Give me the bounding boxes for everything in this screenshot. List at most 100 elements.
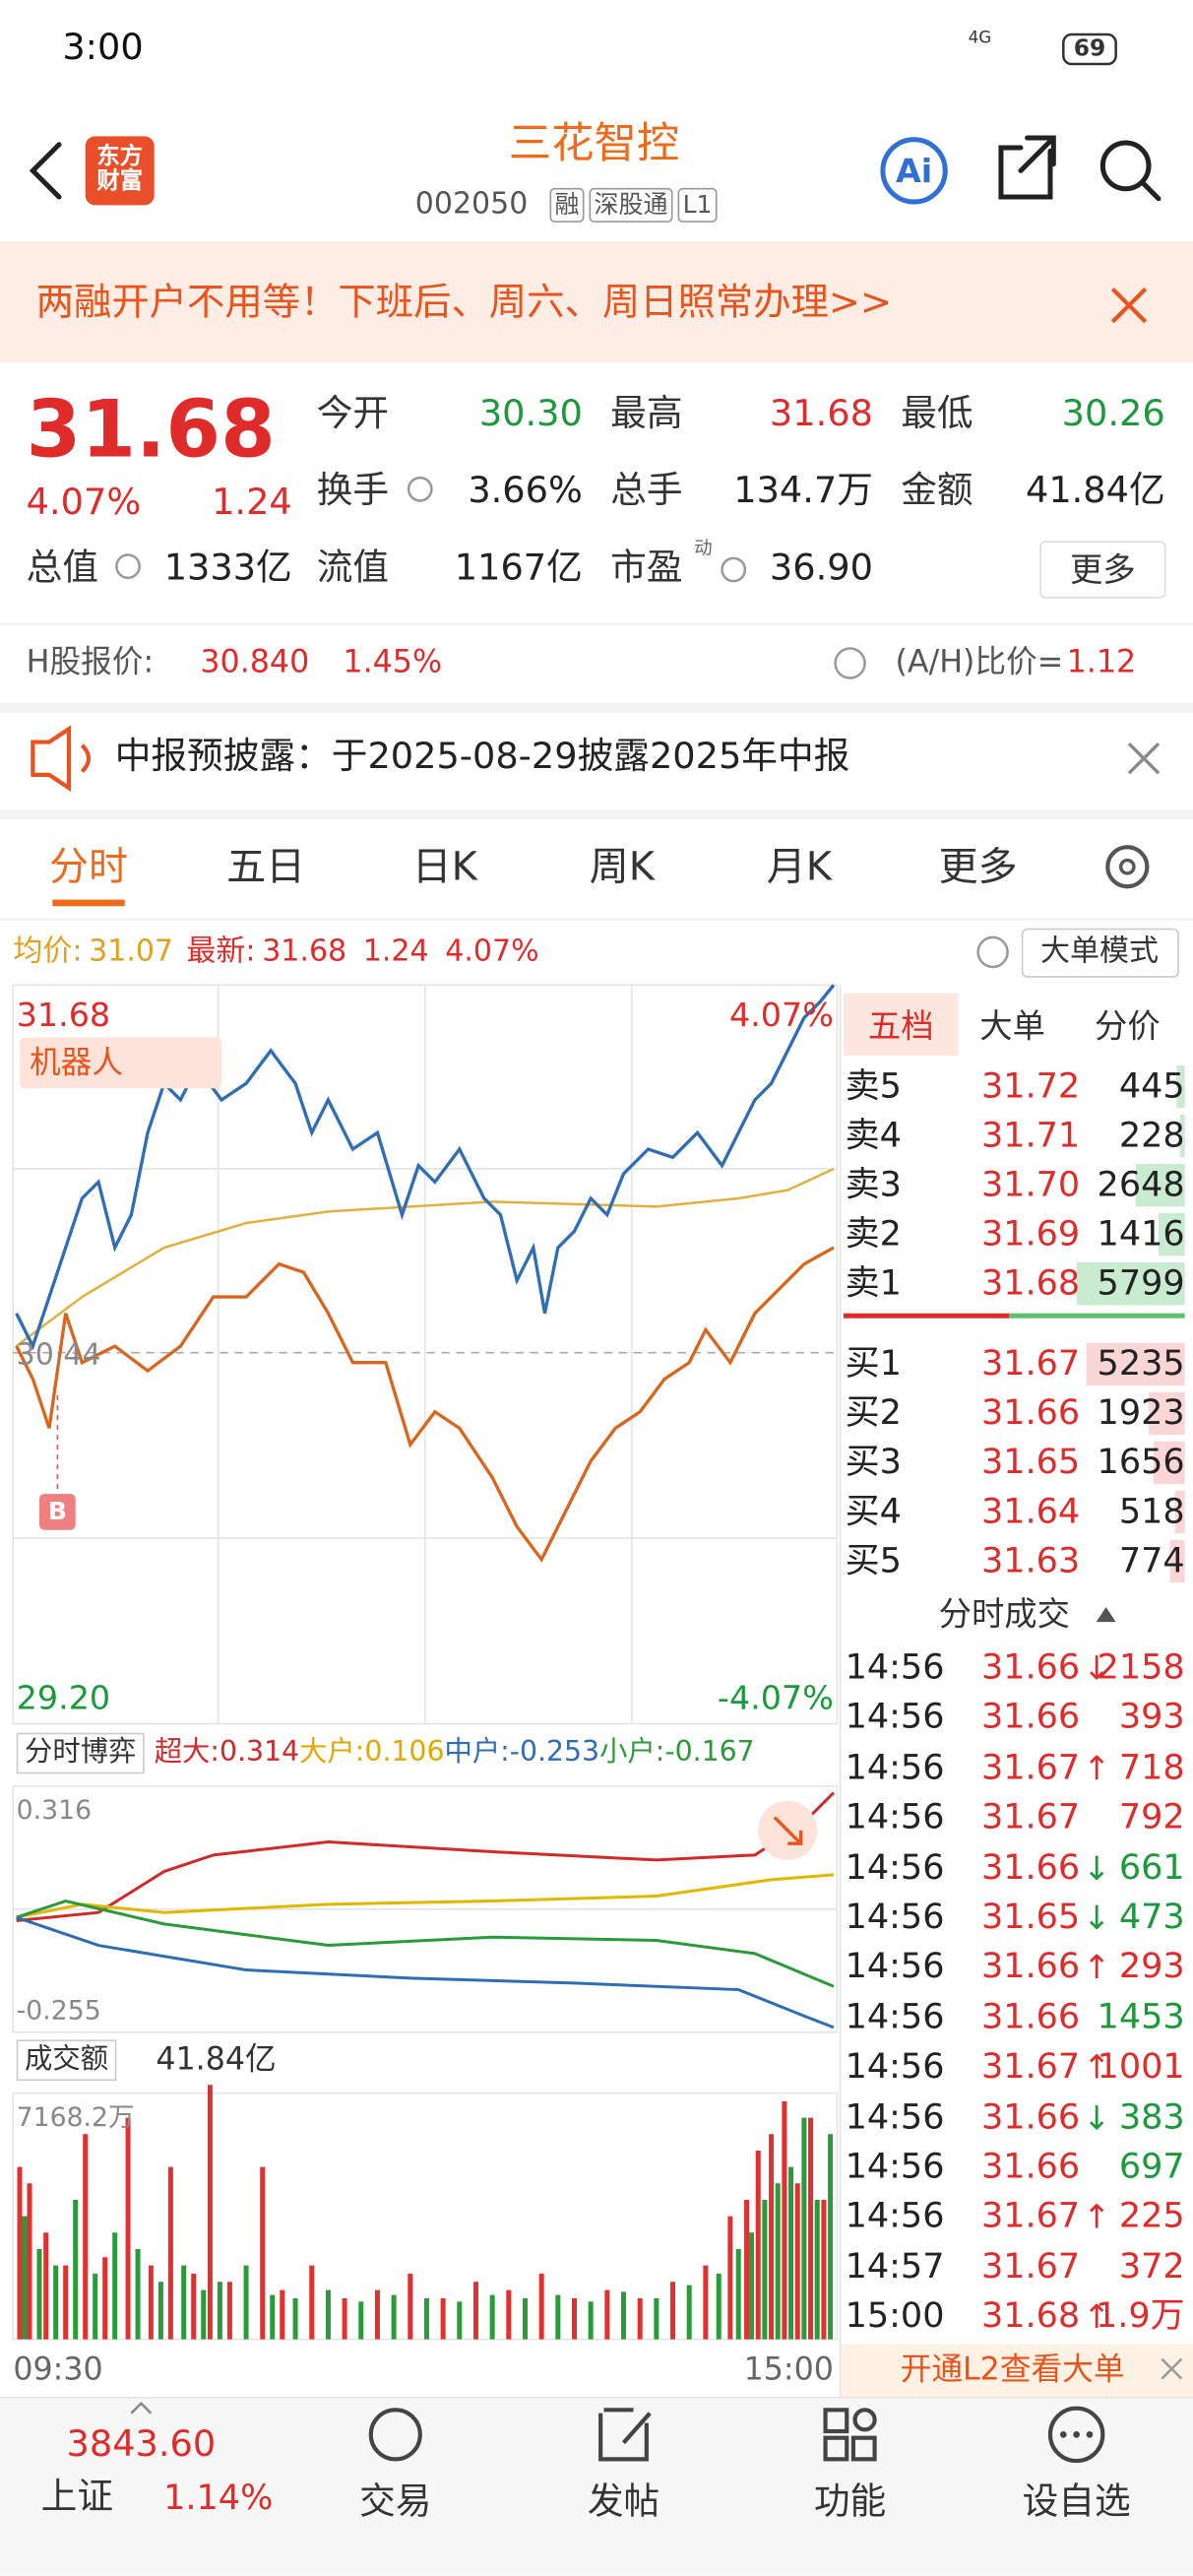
nav-item[interactable]: 功能 xyxy=(813,2481,887,2524)
settings-icon[interactable] xyxy=(1105,845,1150,889)
book-vol: 445 xyxy=(1118,1065,1185,1106)
trade-price: 31.67 xyxy=(980,1747,1081,1787)
banner-text[interactable]: 两融开户不用等！下班后、周六、周日照常办理>> xyxy=(35,281,893,325)
trade-time: 14:56 xyxy=(845,2196,945,2236)
book-vol: 5799 xyxy=(1097,1262,1185,1303)
book-price: 31.71 xyxy=(980,1115,1081,1155)
text: 中户: xyxy=(444,1735,510,1770)
book-label: 买3 xyxy=(845,1442,902,1482)
nav-item[interactable]: 交易 xyxy=(359,2481,432,2524)
trade-vol: 2158 xyxy=(1097,1646,1185,1687)
watch-icon[interactable] xyxy=(1047,2406,1105,2464)
book-vol: 1416 xyxy=(1097,1213,1185,1254)
trade-time: 14:56 xyxy=(845,1846,945,1887)
nav-item[interactable]: 发帖 xyxy=(587,2481,660,2524)
stock-tag: 融 xyxy=(549,187,585,223)
more-button[interactable]: 更多 xyxy=(1069,549,1136,590)
more-button[interactable] xyxy=(1039,541,1166,599)
tab[interactable]: 更多 xyxy=(938,843,1018,890)
index-value[interactable]: 3843.60 xyxy=(66,2424,217,2467)
robot-tag[interactable]: 机器人 xyxy=(30,1045,124,1081)
book-tab[interactable]: 分价 xyxy=(1094,1005,1161,1046)
network: 4G xyxy=(968,30,992,48)
stat-label: 总值 xyxy=(26,547,99,590)
index-name: 上证 xyxy=(40,2477,114,2519)
trade-price: 31.67 xyxy=(980,2196,1081,2236)
stat-value: 3.66% xyxy=(468,471,583,513)
ai-label[interactable]: Ai xyxy=(895,151,933,191)
book-label: 卖3 xyxy=(845,1164,902,1204)
buy-marker: B xyxy=(47,1496,67,1526)
indicator-line xyxy=(15,1246,835,1563)
info-row: 均价: 31.07 最新: 31.68 1.24 4.07% xyxy=(13,934,539,969)
flow-legend: 超大: 0.314 大户: 0.106 中户: -0.253 小户: -0.167 xyxy=(155,1735,755,1770)
search-icon[interactable] xyxy=(1099,140,1152,192)
trade-arrow: ↓ xyxy=(1083,1847,1111,1888)
book-tab[interactable]: 大单 xyxy=(979,1005,1045,1046)
axis-label: 7168.2万 xyxy=(16,2100,135,2133)
promo-bg xyxy=(840,2344,1193,2398)
book-tab-active[interactable] xyxy=(843,993,959,1056)
trade-vol: 661 xyxy=(1118,1846,1185,1887)
text: 4.07% xyxy=(445,934,539,969)
trade-time: 14:56 xyxy=(845,2096,945,2137)
share-icon[interactable] xyxy=(998,135,1056,200)
selector[interactable]: 成交额 xyxy=(16,2039,117,2082)
robot-tag[interactable] xyxy=(20,1037,222,1089)
book-vol: 518 xyxy=(1118,1491,1185,1531)
close-icon[interactable] xyxy=(1127,742,1161,775)
book-vol: 5235 xyxy=(1097,1343,1185,1384)
ratio: 1.12 xyxy=(1066,644,1137,681)
time-label: 15:00 xyxy=(743,2351,834,2388)
tab[interactable]: 五日 xyxy=(226,843,306,890)
tab[interactable]: 周K xyxy=(589,843,655,890)
book-tab[interactable]: 五档 xyxy=(867,1005,934,1046)
promo[interactable]: 开通L2查看大单 xyxy=(900,2351,1125,2388)
tab[interactable]: 分时 xyxy=(49,843,129,890)
logo-text: 东方财富 xyxy=(96,144,144,196)
trade-vol: 1001 xyxy=(1097,2046,1185,2087)
trade-arrow: ↓ xyxy=(1083,2096,1111,2137)
tab[interactable]: 月K xyxy=(766,843,833,890)
axis-label: 0.316 xyxy=(16,1794,93,1826)
trade-time: 14:56 xyxy=(845,1947,945,1987)
trade-icon[interactable] xyxy=(368,2408,422,2462)
stat-value: 30.30 xyxy=(478,394,583,435)
nav-item[interactable]: 设自选 xyxy=(1022,2481,1131,2524)
stat-label: 今开 xyxy=(316,394,390,435)
tab[interactable]: 日K xyxy=(411,843,477,890)
book-label: 卖5 xyxy=(845,1065,902,1106)
volume-bar xyxy=(1154,1441,1185,1485)
index-pct: 1.14% xyxy=(163,2478,274,2518)
book-label: 买4 xyxy=(845,1491,902,1531)
trade-arrow: ↑ xyxy=(1083,1748,1111,1788)
axis-label: 4.07% xyxy=(728,995,834,1035)
trade-vol: 1.9万 xyxy=(1095,2295,1185,2336)
trade-vol: 792 xyxy=(1118,1796,1185,1836)
stat-value: 1333亿 xyxy=(163,547,292,590)
book-price: 31.63 xyxy=(980,1540,1081,1580)
back-icon[interactable] xyxy=(29,142,62,200)
notice-text[interactable]: 中报预披露：于2025-08-29披露2025年中报 xyxy=(114,737,850,779)
trade-price: 31.66 xyxy=(980,1646,1081,1687)
close-icon[interactable] xyxy=(1110,287,1148,324)
volume-bar xyxy=(1076,1262,1185,1306)
function-icon[interactable] xyxy=(823,2408,849,2434)
volume-bar xyxy=(1174,1490,1185,1534)
stat-label: 总手 xyxy=(610,471,683,513)
logo xyxy=(85,136,155,206)
book-vol: 228 xyxy=(1118,1115,1185,1155)
post-icon[interactable] xyxy=(598,2408,652,2462)
text: 31.07 xyxy=(89,934,174,969)
hshare-label: H股报价: xyxy=(26,644,155,681)
mode-button[interactable]: 大单模式 xyxy=(1039,934,1159,969)
trade-arrow: ↑ xyxy=(1083,2047,1111,2088)
mode-button[interactable] xyxy=(1021,928,1179,978)
selector[interactable]: 分时博弈 xyxy=(16,1732,145,1774)
stock-tag: L1 xyxy=(677,187,718,223)
trade-price: 31.66 xyxy=(980,1996,1081,2036)
buy-marker[interactable] xyxy=(39,1494,76,1530)
book-label: 卖2 xyxy=(845,1213,902,1254)
ai-icon[interactable] xyxy=(880,137,948,205)
